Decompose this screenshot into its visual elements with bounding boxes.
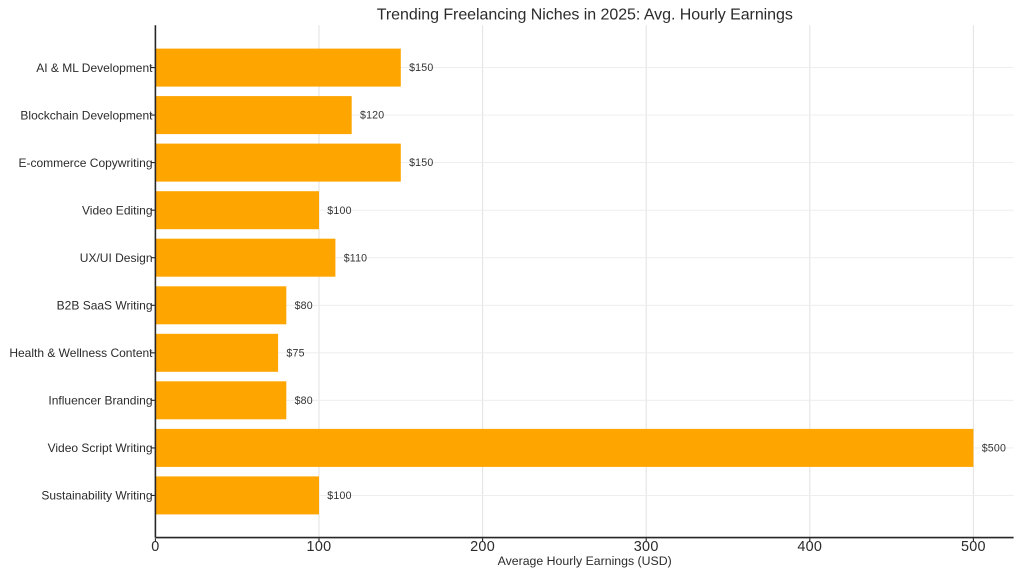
svg-text:Influencer Branding: Influencer Branding (48, 394, 152, 408)
svg-text:Video Editing: Video Editing (82, 204, 153, 218)
svg-text:$150: $150 (409, 157, 433, 169)
svg-text:Video Script Writing: Video Script Writing (48, 441, 153, 455)
svg-text:100: 100 (307, 539, 332, 555)
svg-text:200: 200 (470, 539, 495, 555)
svg-text:UX/UI Design: UX/UI Design (80, 251, 153, 265)
svg-text:$100: $100 (327, 205, 351, 217)
svg-text:500: 500 (961, 539, 986, 555)
svg-text:$80: $80 (295, 395, 313, 407)
svg-text:$110: $110 (344, 252, 368, 264)
svg-text:$150: $150 (409, 62, 433, 74)
svg-text:E-commerce Copywriting: E-commerce Copywriting (18, 156, 152, 170)
svg-text:$75: $75 (286, 347, 304, 359)
svg-text:300: 300 (634, 539, 659, 555)
svg-text:400: 400 (797, 539, 822, 555)
svg-text:0: 0 (151, 539, 159, 555)
svg-text:$100: $100 (327, 490, 351, 502)
svg-text:Blockchain Development: Blockchain Development (20, 108, 153, 122)
svg-text:$500: $500 (982, 443, 1006, 455)
svg-text:$120: $120 (360, 110, 384, 122)
svg-text:Trending Freelancing Niches in: Trending Freelancing Niches in 2025: Avg… (377, 7, 793, 24)
svg-text:Health & Wellness Content: Health & Wellness Content (9, 346, 153, 360)
svg-text:$80: $80 (295, 300, 313, 312)
svg-text:AI & ML Development: AI & ML Development (36, 61, 153, 75)
svg-text:Average Hourly Earnings (USD): Average Hourly Earnings (USD) (498, 554, 672, 568)
svg-text:Sustainability Writing: Sustainability Writing (41, 489, 152, 503)
svg-text:B2B SaaS Writing: B2B SaaS Writing (57, 299, 153, 313)
